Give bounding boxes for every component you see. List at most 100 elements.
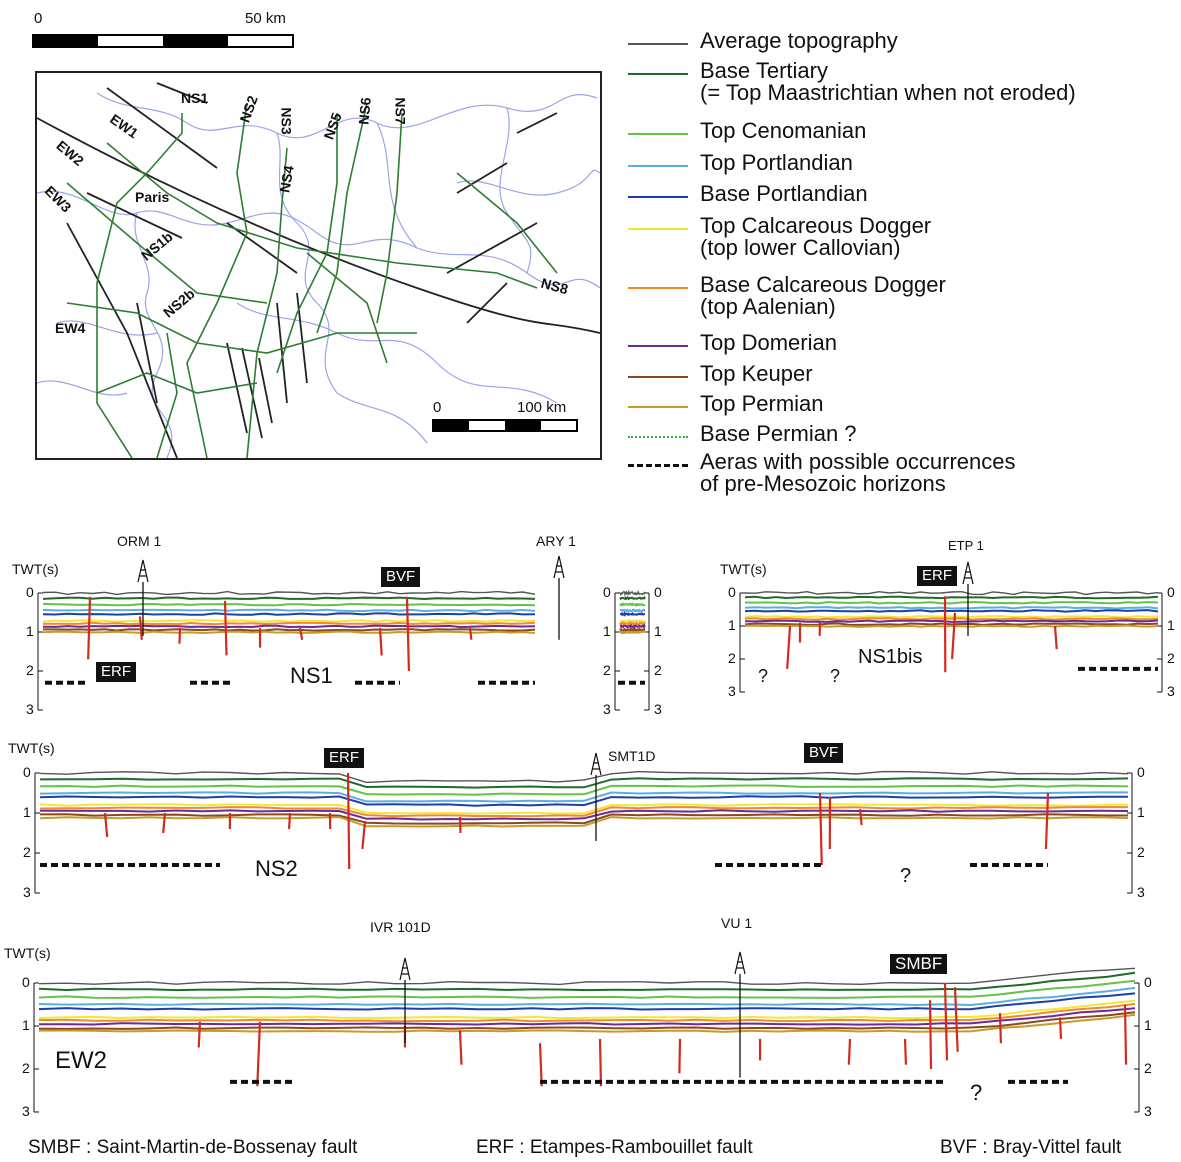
fault-line [138,616,143,640]
horizon-line [619,608,646,613]
horizon-line [42,608,536,613]
legend-item: Top Permian [628,393,824,415]
fault-line [998,1013,1002,1044]
horizon-line [42,619,536,623]
tick-label: 0 [1167,584,1175,600]
tick-label: 2 [1137,844,1145,860]
tick-label: 3 [603,701,611,717]
ew2-well-vu1: VU 1 [721,915,753,931]
tick-label: 2 [728,650,736,666]
ns1-axis-title: TWT(s) [12,561,59,577]
tick-label: 1 [1137,804,1145,820]
horizon-line [42,596,536,601]
fault-line [178,628,182,644]
legend-item: Base Tertiary (= Top Maastrichtian when … [628,60,1076,104]
horizon-line [38,986,1136,1007]
fault-line [598,1038,603,1087]
ew2-fault-smbf: SMBF [890,954,948,974]
legend-swatch [628,436,688,438]
legend-swatch [628,73,688,75]
ns2-axis-title: TWT(s) [8,740,55,756]
tick-label: 0 [1144,974,1152,990]
legend-swatch [628,228,688,230]
location-map: Paris NS1 NS2 NS3 NS4 NS5 NS6 NS7 NS8 EW… [35,71,602,460]
ns1-fault-erf: ERF [96,662,136,682]
tick-label: 1 [23,804,31,820]
tick-label: 1 [26,623,34,639]
legend-swatch [628,43,688,45]
legend-swatch [628,376,688,378]
legend-swatch [628,196,688,198]
ew2-axis-title: TWT(s) [4,945,51,961]
legend-item: Base Portlandian [628,183,868,205]
well-derrick-icon [137,559,149,583]
legend-label: Aeras with possible occurrences of pre-M… [700,449,1016,496]
ew2-title: EW2 [55,1047,108,1074]
horizon-line [38,999,1136,1020]
fault-line [1053,625,1058,650]
ns2-unknown: ? [900,865,912,887]
horizon-line [42,590,536,596]
ns1-fault-bvf: BVF [381,567,421,587]
map-scale-bar [432,419,578,432]
fault-line [298,627,304,641]
ns2-fault-erf: ERF [324,748,364,768]
horizon-line [619,630,646,635]
tick-label: 0 [22,974,30,990]
legend-swatch [628,464,688,467]
map-label-paris: Paris [135,189,170,205]
horizon-line [744,606,1159,610]
ns1-well-orm1: ORM 1 [117,533,162,549]
horizon-line [39,816,1129,828]
tick-label: 1 [654,623,662,639]
tick-label: 2 [603,662,611,678]
tick-label: 2 [23,844,31,860]
well-derrick-icon [590,752,602,776]
horizon-line [39,770,1129,784]
fault-line [197,1021,202,1048]
fault-line [287,812,292,830]
footer-smbf: SMBF : Saint-Martin-de-Bossenay fault [28,1137,358,1158]
horizon-line [744,590,1159,596]
ns1bis-fault-erf: ERF [917,566,957,586]
horizon-line [39,813,1129,825]
legend-swatch [628,406,688,408]
tick-label: 1 [1167,617,1175,633]
horizon-line [744,595,1159,600]
horizon-line [744,615,1159,619]
horizon-line [39,806,1128,818]
horizon-line [39,803,1129,815]
fault-line [405,596,411,672]
tick-label: 3 [22,1103,30,1119]
legend-label: Top Permian [700,391,824,416]
fault-line [1123,1004,1128,1065]
horizon-line [38,979,1136,999]
well-derrick-icon [734,951,746,975]
legend-label: Average topography [700,28,898,53]
horizon-line [620,611,646,617]
fault-line [928,1000,933,1070]
legend-item: Base Permian ? [628,423,857,445]
tick-label: 3 [26,701,34,717]
fault-line [346,772,351,870]
ew2-unknown: ? [970,1080,983,1105]
fault-line [951,612,957,660]
horizon-line [744,622,1159,626]
fault-line [256,1021,262,1087]
legend-label: Base Portlandian [700,181,868,206]
map-drawing [37,82,600,458]
horizon-line [39,777,1129,789]
fault-line [847,1038,852,1065]
top-scale-label: 50 km [245,10,286,27]
horizon-line [38,1002,1136,1023]
horizon-line [619,618,646,624]
fault-line [903,1038,908,1065]
fault-line [361,820,367,850]
well-derrick-icon [962,561,974,585]
horizon-line [42,612,536,616]
fault-line [678,1038,682,1074]
tick-label: 0 [26,584,34,600]
horizon-line [38,992,1136,1011]
legend-item: Top Cenomanian [628,120,866,142]
horizon-line [619,627,646,633]
